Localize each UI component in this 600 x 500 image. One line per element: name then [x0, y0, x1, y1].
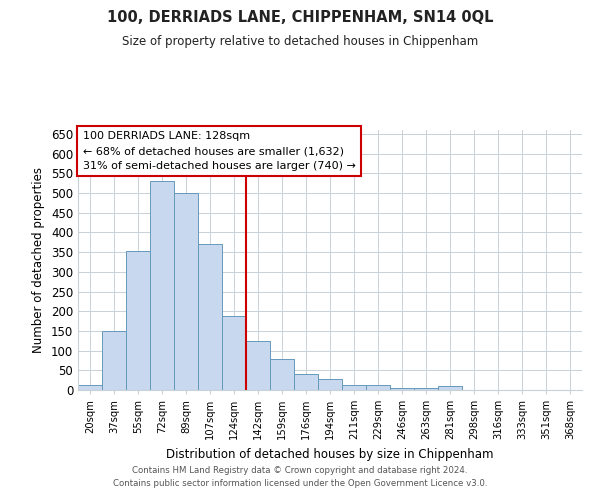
- Bar: [174, 193, 198, 390]
- Bar: [390, 388, 414, 390]
- Bar: [294, 374, 318, 390]
- Bar: [222, 316, 246, 390]
- Bar: [126, 251, 150, 390]
- Bar: [150, 181, 174, 390]
- Bar: [270, 360, 294, 390]
- Bar: [318, 379, 342, 390]
- Bar: [102, 331, 126, 390]
- Text: 100, DERRIADS LANE, CHIPPENHAM, SN14 0QL: 100, DERRIADS LANE, CHIPPENHAM, SN14 0QL: [107, 10, 493, 25]
- Bar: [78, 385, 102, 390]
- Bar: [366, 385, 390, 390]
- Y-axis label: Number of detached properties: Number of detached properties: [32, 167, 46, 353]
- Bar: [414, 388, 438, 390]
- X-axis label: Distribution of detached houses by size in Chippenham: Distribution of detached houses by size …: [166, 448, 494, 460]
- Bar: [198, 244, 222, 390]
- Text: Contains HM Land Registry data © Crown copyright and database right 2024.
Contai: Contains HM Land Registry data © Crown c…: [113, 466, 487, 487]
- Bar: [246, 341, 270, 390]
- Text: 100 DERRIADS LANE: 128sqm
← 68% of detached houses are smaller (1,632)
31% of se: 100 DERRIADS LANE: 128sqm ← 68% of detac…: [83, 132, 356, 171]
- Bar: [342, 385, 366, 390]
- Bar: [438, 386, 462, 390]
- Text: Size of property relative to detached houses in Chippenham: Size of property relative to detached ho…: [122, 35, 478, 48]
